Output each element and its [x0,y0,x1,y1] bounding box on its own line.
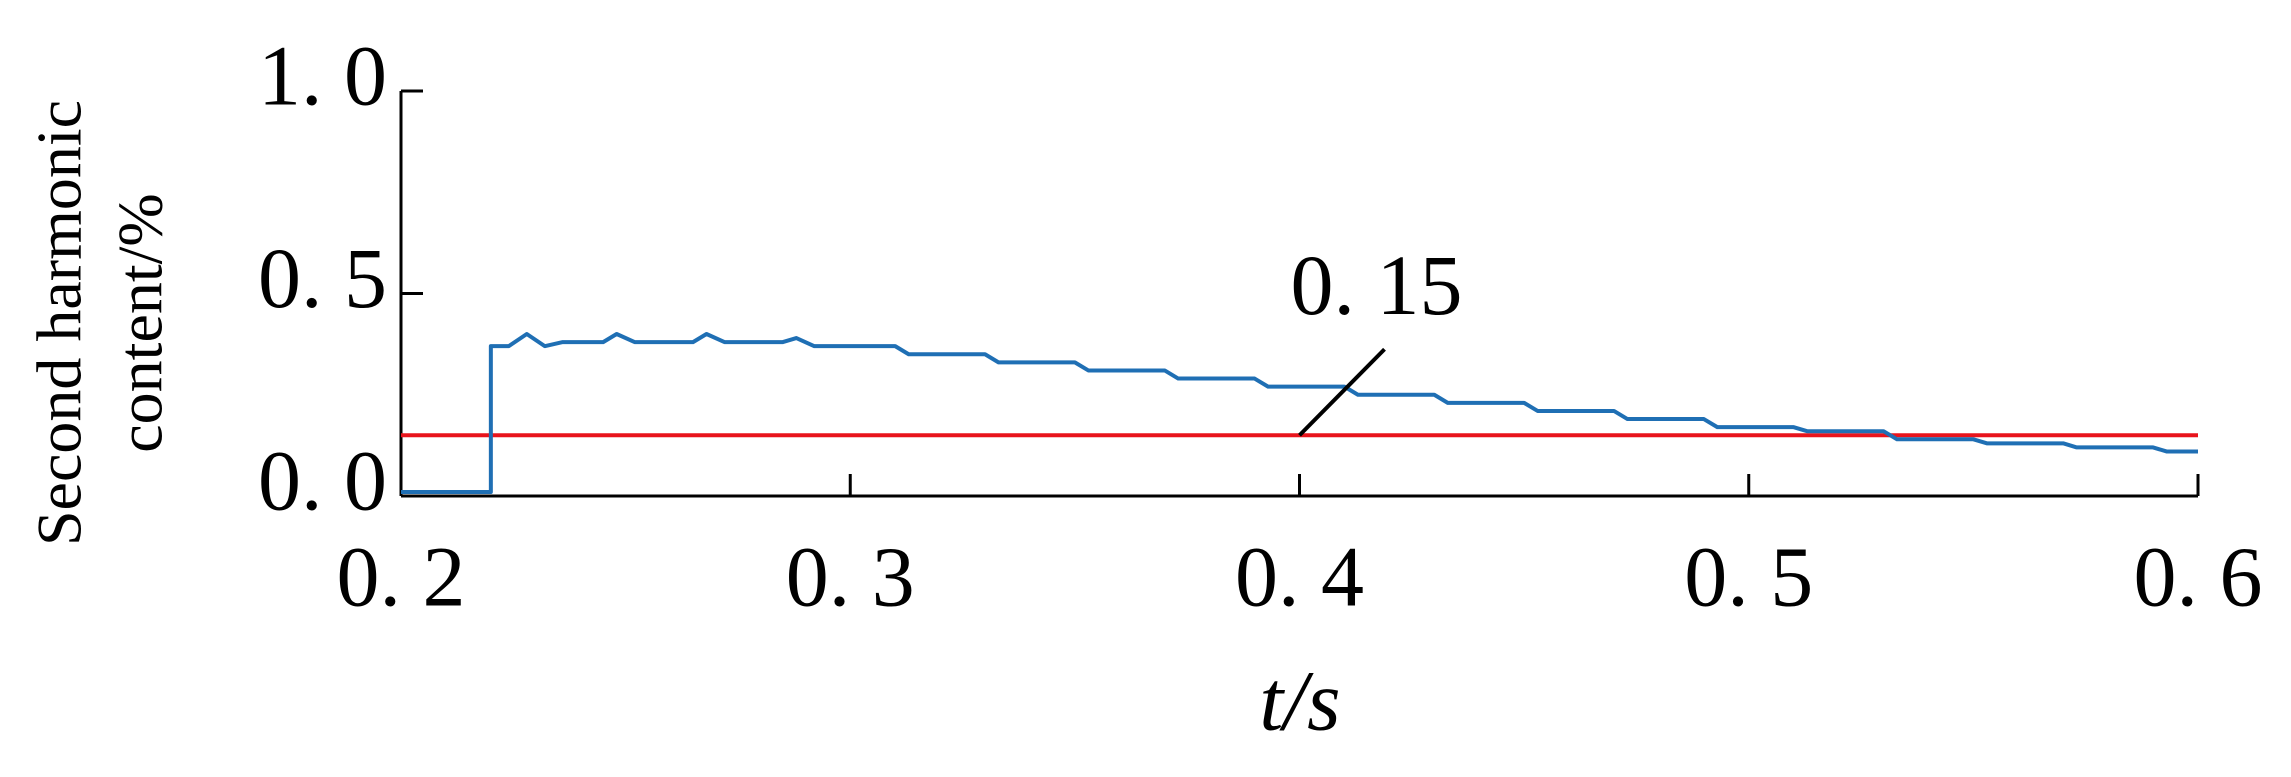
y-tick-label: 1. 0 [258,28,387,124]
annotation-leader [1298,347,1386,437]
annotation: 0. 15 [1291,237,1463,333]
x-tick-label: 0. 6 [2134,529,2263,625]
x-tick-label: 0. 3 [786,529,915,625]
y-axis-label: Second harmonic [24,100,95,546]
x-tick-label: 0. 2 [337,529,466,625]
y-tick-label: 0. 5 [258,230,387,326]
y-tick-label: 0. 0 [258,433,387,529]
data-line [401,332,2198,494]
y-axis-label: content/% [105,193,176,452]
x-tick-label: 0. 5 [1684,529,1813,625]
x-axis-label: t/s [1259,653,1340,749]
x-tick-label: 0. 4 [1235,529,1364,625]
